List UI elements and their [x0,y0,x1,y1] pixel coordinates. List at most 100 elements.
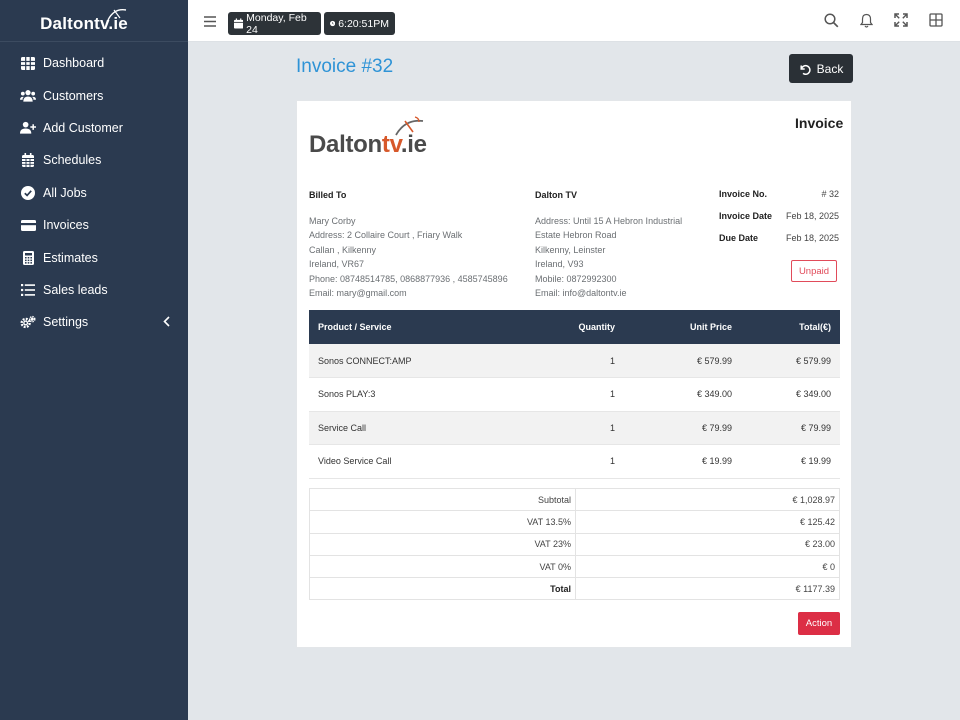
bell-icon[interactable] [859,13,874,33]
billed-to-line: Callan , Kilkenny [309,244,377,255]
vat-row: VAT 0% € 0 [309,554,840,579]
undo-icon [800,64,811,75]
total-row: Total € 1177.39 [309,577,840,601]
table-cell: Service Call [309,411,529,445]
sidebar-item-invoices[interactable]: Invoices [0,209,188,241]
sidebar-item-all-jobs[interactable]: All Jobs [0,177,188,209]
subtotal-row: Subtotal € 1,028.97 [309,487,840,512]
table-cell: € 19.99 [741,444,840,479]
sidebar-item-estimates[interactable]: Estimates [0,241,188,273]
company-line: Kilkenny, Leinster [535,244,606,255]
company-line: Email: info@daltontv.ie [535,288,627,298]
table-row: Sonos CONNECT:AMP 1 € 579.99 € 579.99 [309,344,840,378]
meta-label: Invoice Date [719,211,773,221]
meta-label: Invoice No. [719,189,768,199]
totals-value: € 1,028.97 [575,487,840,512]
grid-icon [20,55,36,71]
due-date-row: Due Date Feb 18, 2025 [719,227,839,249]
sidebar-item-settings[interactable]: Settings [0,306,188,338]
search-icon[interactable] [824,13,839,33]
table-cell: € 349.00 [624,377,741,412]
users-icon [20,88,36,104]
sidebar-item-label: Settings [43,315,89,330]
table-cell: Sonos PLAY:3 [309,377,529,412]
sidebar-item-schedules[interactable]: Schedules [0,144,188,176]
clock-icon [330,20,336,27]
sidebar-item-add-customer[interactable]: Add Customer [0,112,188,144]
company-heading: Dalton TV [535,190,577,200]
column-header: Quantity [529,310,624,344]
table-cell: Sonos CONNECT:AMP [309,344,529,378]
meta-value: Feb 18, 2025 [785,233,839,243]
sidebar-item-dashboard[interactable]: Dashboard [0,47,188,79]
sidebar-item-label: Dashboard [43,56,105,71]
topbar: Monday, Feb 24 6:20:51PM [188,0,960,42]
billed-to-line: Phone: 08748514785, 0868877936 , 4585745… [309,273,508,284]
user-plus-icon [20,120,36,136]
status-badge[interactable]: Unpaid [791,260,837,282]
totals-label: Total [309,577,576,601]
action-button[interactable]: Action [798,612,840,635]
check-circle-icon [20,185,36,201]
table-cell: € 349.00 [741,377,840,412]
line-items-table: Product / Service Quantity Unit Price To… [309,310,840,479]
billed-to-heading: Billed To [309,190,347,200]
invoice-date-row: Invoice Date Feb 18, 2025 [719,205,839,227]
brand-name: Daltontv.ie [40,13,128,33]
totals-value: € 1177.39 [575,577,840,601]
table-cell: 1 [529,377,624,412]
apps-grid-icon[interactable] [929,13,943,32]
table-cell: € 19.99 [624,444,741,479]
invoice-heading: Invoice [795,115,844,131]
cogs-icon [20,314,36,330]
sidebar-item-label: Sales leads [43,282,108,297]
column-header: Unit Price [624,310,741,344]
table-cell: 1 [529,344,624,378]
back-button-label: Back [816,61,844,76]
table-row: Video Service Call 1 € 19.99 € 19.99 [309,444,840,479]
brand[interactable]: Daltontv.ie [0,0,188,42]
meta-label: Due Date [719,233,759,243]
company-line: Mobile: 0872992300 [535,273,617,284]
sidebar-item-sales-leads[interactable]: Sales leads [0,274,188,306]
table-cell: Video Service Call [309,444,529,479]
totals-label: VAT 13.5% [309,510,576,534]
logo-text-suffix: .ie [400,131,427,158]
vat-row: VAT 13.5% € 125.42 [309,510,840,534]
table-cell: € 579.99 [624,344,741,378]
back-button[interactable]: Back [789,54,853,83]
sidebar-item-label: Schedules [43,153,102,168]
satellite-dish-icon [107,9,127,21]
table-cell: € 79.99 [741,411,840,445]
page-title: Invoice #32 [296,56,394,77]
calculator-icon [20,250,36,266]
column-header: Product / Service [309,310,529,344]
hamburger-menu-icon[interactable] [204,14,216,32]
billed-to-line: Ireland, VR67 [309,259,365,269]
current-date: Monday, Feb 24 [246,11,307,36]
totals-label: VAT 0% [309,554,576,579]
sidebar-item-label: Estimates [43,250,98,265]
meta-value: # 32 [821,189,839,199]
billed-to-line: Email: mary@gmail.com [309,288,407,298]
company-line: Address: Until 15 A Hebron Industrial [535,215,683,226]
totals-value: € 0 [575,554,840,579]
vat-row: VAT 23% € 23.00 [309,532,840,556]
billed-to-line: Mary Corby [309,215,356,226]
sidebar-item-customers[interactable]: Customers [0,79,188,111]
sidebar-item-label: Add Customer [43,120,123,135]
date-badge: Monday, Feb 24 [228,11,321,36]
totals-value: € 125.42 [575,510,840,534]
invoice-number-row: Invoice No. # 32 [719,183,839,205]
totals-table: Subtotal € 1,028.97 VAT 13.5% € 125.42 VAT… [309,487,840,601]
logo-text-accent: tv [381,131,401,158]
fullscreen-icon[interactable] [894,13,908,32]
totals-label: Subtotal [309,487,576,512]
meta-value: Feb 18, 2025 [785,211,839,221]
calendar-icon [20,152,36,168]
company-section: Dalton TV Address: Until 15 A Hebron Ind… [535,188,705,301]
chevron-left-icon[interactable] [163,316,170,330]
list-icon [20,282,36,298]
calendar-icon [234,18,244,29]
current-time: 6:20:51PM [338,17,389,30]
